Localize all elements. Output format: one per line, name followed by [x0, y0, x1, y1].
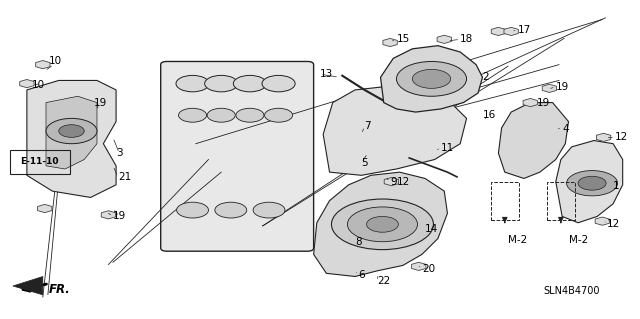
Circle shape	[578, 176, 606, 190]
Text: 4: 4	[562, 124, 569, 135]
Text: 12: 12	[607, 219, 620, 229]
Polygon shape	[101, 211, 116, 219]
Polygon shape	[492, 27, 506, 35]
Polygon shape	[13, 277, 43, 295]
Text: 10: 10	[32, 80, 45, 90]
Text: 20: 20	[422, 263, 435, 274]
Text: 1: 1	[613, 182, 620, 191]
Text: E-11-10: E-11-10	[20, 157, 59, 166]
Text: 19: 19	[556, 82, 569, 92]
Text: 7: 7	[365, 121, 371, 131]
Polygon shape	[542, 84, 557, 93]
Text: 12: 12	[396, 177, 410, 187]
Circle shape	[236, 108, 264, 122]
Polygon shape	[384, 178, 399, 186]
Text: 16: 16	[483, 110, 496, 120]
Circle shape	[179, 108, 207, 122]
Polygon shape	[523, 99, 538, 107]
Polygon shape	[314, 172, 447, 277]
Text: 13: 13	[320, 69, 333, 79]
Text: 17: 17	[518, 25, 531, 35]
Polygon shape	[38, 204, 52, 213]
Polygon shape	[27, 80, 116, 197]
Text: 14: 14	[425, 224, 438, 234]
Circle shape	[348, 207, 417, 242]
Circle shape	[412, 69, 451, 88]
Polygon shape	[323, 87, 467, 175]
Circle shape	[396, 62, 467, 96]
Text: 21: 21	[118, 172, 131, 182]
Text: 2: 2	[483, 72, 489, 82]
Text: M-2: M-2	[508, 235, 527, 245]
Polygon shape	[20, 79, 34, 88]
Circle shape	[234, 75, 266, 92]
Polygon shape	[596, 133, 611, 141]
Text: 11: 11	[441, 144, 454, 153]
Polygon shape	[437, 35, 451, 43]
Text: 22: 22	[378, 276, 390, 286]
Polygon shape	[36, 61, 50, 69]
Circle shape	[566, 171, 618, 196]
Circle shape	[176, 75, 209, 92]
Polygon shape	[412, 262, 426, 271]
Text: 18: 18	[460, 34, 474, 44]
Polygon shape	[83, 102, 98, 110]
Polygon shape	[556, 141, 623, 223]
Text: 19: 19	[113, 211, 126, 221]
Text: 5: 5	[362, 158, 368, 168]
Text: 10: 10	[49, 56, 62, 66]
FancyBboxPatch shape	[161, 62, 314, 251]
Text: 12: 12	[615, 132, 628, 142]
Text: SLN4B4700: SLN4B4700	[543, 286, 600, 296]
Polygon shape	[412, 224, 427, 233]
Polygon shape	[46, 96, 97, 169]
Text: 9: 9	[390, 177, 397, 187]
Circle shape	[177, 202, 209, 218]
Polygon shape	[504, 27, 518, 35]
Polygon shape	[381, 46, 483, 112]
Circle shape	[207, 108, 236, 122]
Circle shape	[367, 216, 398, 232]
Polygon shape	[383, 38, 397, 47]
Text: 3: 3	[116, 148, 123, 158]
Polygon shape	[595, 217, 609, 225]
Circle shape	[46, 118, 97, 144]
Circle shape	[59, 125, 84, 137]
Text: 19: 19	[94, 98, 107, 108]
Circle shape	[215, 202, 246, 218]
Circle shape	[205, 75, 238, 92]
Circle shape	[332, 199, 433, 250]
Text: 19: 19	[537, 98, 550, 108]
Text: FR.: FR.	[49, 283, 71, 296]
Text: 15: 15	[396, 34, 410, 44]
Text: M-2: M-2	[568, 235, 588, 245]
Polygon shape	[499, 103, 568, 178]
Circle shape	[253, 202, 285, 218]
Circle shape	[262, 75, 295, 92]
Text: 8: 8	[355, 237, 362, 247]
Circle shape	[264, 108, 292, 122]
Text: 6: 6	[358, 270, 365, 280]
